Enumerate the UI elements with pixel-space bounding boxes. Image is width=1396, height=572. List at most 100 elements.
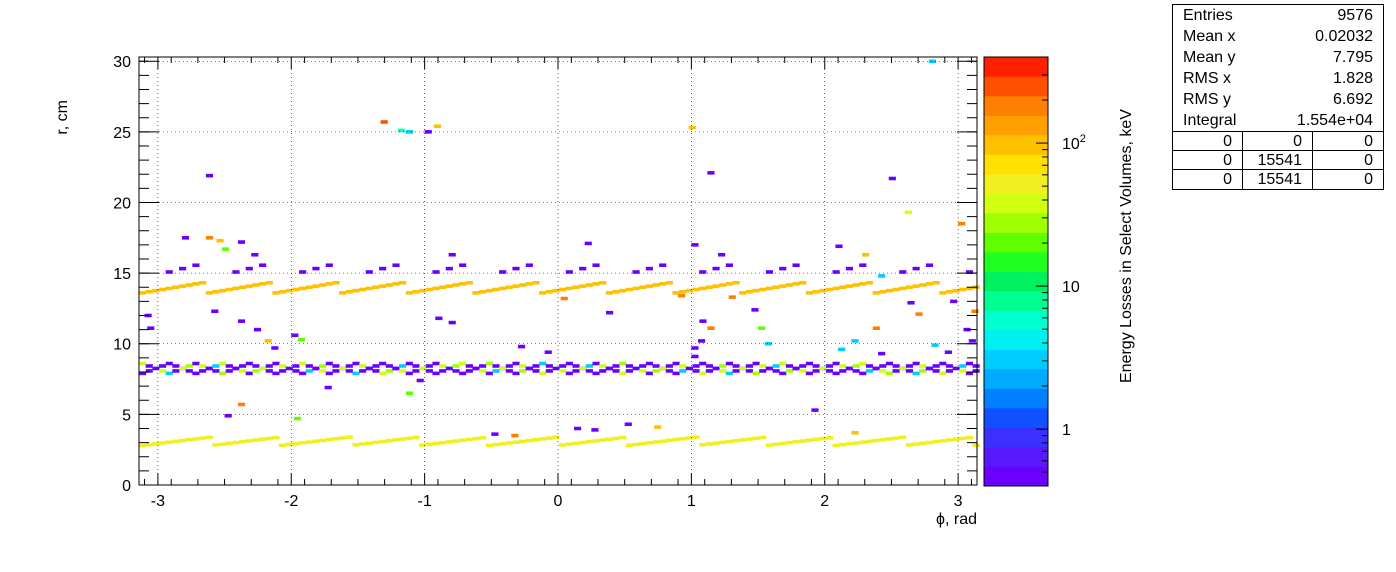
- heatmap-cell: [299, 270, 307, 274]
- heatmap-cell: [505, 441, 513, 445]
- heatmap-cell: [592, 439, 600, 443]
- heatmap-cell: [237, 240, 246, 244]
- heatmap-cell: [292, 287, 300, 292]
- heatmap-cell: [692, 435, 700, 439]
- heatmap-cell: [772, 369, 780, 373]
- heatmap-cell: [392, 263, 400, 267]
- heatmap-cell: [612, 436, 620, 441]
- stats-value: 1.554e+04: [1296, 112, 1373, 129]
- heatmap-cell: [665, 369, 673, 373]
- heatmap-cell: [878, 274, 886, 278]
- heatmap-cell: [216, 238, 224, 243]
- heatmap-cell: [879, 289, 887, 294]
- heatmap-cell: [865, 280, 874, 285]
- heatmap-cell: [619, 371, 627, 376]
- heatmap-cell: [345, 364, 353, 368]
- heatmap-cell: [832, 361, 840, 366]
- heatmap-cell: [559, 364, 567, 368]
- heatmap-cell: [852, 369, 860, 373]
- heatmap-cell: [852, 364, 860, 368]
- heatmap-cell: [165, 371, 173, 376]
- heatmap-cell: [652, 369, 660, 373]
- heatmap-cell: [279, 289, 287, 294]
- heatmap-cell: [172, 369, 180, 373]
- heatmap-cell: [619, 361, 627, 366]
- heatmap-cell: [272, 361, 280, 366]
- stats-cell: 0: [1173, 170, 1243, 189]
- heatmap-cell: [852, 441, 860, 445]
- heatmap-cell: [332, 369, 340, 373]
- heatmap-cell: [945, 289, 954, 294]
- heatmap-cell: [259, 282, 267, 286]
- heatmap-cell: [179, 366, 187, 371]
- palette-swatch: [984, 330, 1048, 350]
- heatmap-cell: [659, 439, 667, 443]
- heatmap-cell: [699, 443, 707, 447]
- heatmap-cell: [745, 437, 753, 441]
- heatmap-cell: [205, 366, 213, 371]
- heatmap-cell: [145, 289, 153, 294]
- heatmap-cell: [325, 371, 333, 376]
- heatmap-cell: [819, 366, 827, 371]
- heatmap-cell: [619, 288, 627, 293]
- heatmap-cell: [232, 286, 240, 291]
- z-tick-label: 1: [1062, 422, 1071, 439]
- heatmap-cell: [845, 284, 854, 288]
- heatmap-cell: [958, 221, 966, 226]
- heatmap-cell: [325, 282, 333, 286]
- heatmap-cell: [345, 435, 353, 439]
- heatmap-cell: [799, 364, 807, 368]
- heatmap-cell: [592, 282, 600, 286]
- stats-cell: 0: [1173, 151, 1243, 170]
- heatmap-cell: [654, 425, 662, 429]
- heatmap-cell: [372, 364, 380, 368]
- heatmap-cell: [712, 284, 720, 288]
- heatmap-cell: [499, 366, 507, 371]
- heatmap-cell: [379, 266, 387, 271]
- heatmap-cell: [905, 285, 914, 290]
- heatmap-cell: [928, 59, 936, 64]
- heatmap-cell: [819, 288, 827, 293]
- heatmap-cell: [139, 443, 147, 448]
- heatmap-cell: [511, 433, 519, 438]
- heatmap-cell: [245, 266, 253, 271]
- heatmap-cell: [785, 440, 794, 445]
- heatmap-cell: [237, 402, 246, 407]
- heatmap-cell: [692, 287, 700, 292]
- heatmap-cell: [165, 440, 173, 444]
- heatmap-cell: [452, 439, 460, 443]
- heatmap-cell: [465, 364, 473, 368]
- y-tick-label: 0: [122, 478, 131, 495]
- heatmap-cell: [639, 441, 647, 446]
- stats-value: 6.692: [1332, 91, 1373, 108]
- heatmap-cell: [939, 371, 947, 376]
- heatmap-cell: [245, 371, 253, 376]
- heatmap-cell: [372, 440, 380, 445]
- heatmap-cell: [899, 286, 907, 291]
- heatmap-cell: [759, 435, 767, 440]
- heatmap-cell: [159, 369, 167, 373]
- heatmap-cell: [685, 436, 693, 440]
- heatmap-cell: [399, 364, 407, 368]
- heatmap-cell: [932, 280, 940, 285]
- heatmap-cell: [485, 443, 493, 448]
- x-tick-label: -1: [418, 493, 432, 510]
- heatmap-cell: [758, 326, 766, 330]
- heatmap-cell: [445, 284, 453, 288]
- y-tick-label: 15: [113, 266, 131, 283]
- heatmap-cell: [772, 364, 780, 368]
- heatmap-cell: [725, 361, 733, 366]
- heatmap-cell: [885, 371, 894, 376]
- heatmap-cell: [692, 369, 700, 373]
- heatmap-cell: [212, 364, 220, 368]
- palette-frame: [983, 56, 1049, 487]
- heatmap-cell: [585, 369, 593, 373]
- heatmap-cell: [525, 282, 533, 286]
- heatmap-cell: [732, 280, 740, 285]
- heatmap-cell: [152, 366, 160, 371]
- heatmap-cell: [560, 296, 568, 301]
- heatmap-cell: [279, 364, 287, 368]
- heatmap-cell: [165, 286, 173, 291]
- heatmap-cell: [452, 283, 460, 287]
- heatmap-cell: [931, 343, 939, 347]
